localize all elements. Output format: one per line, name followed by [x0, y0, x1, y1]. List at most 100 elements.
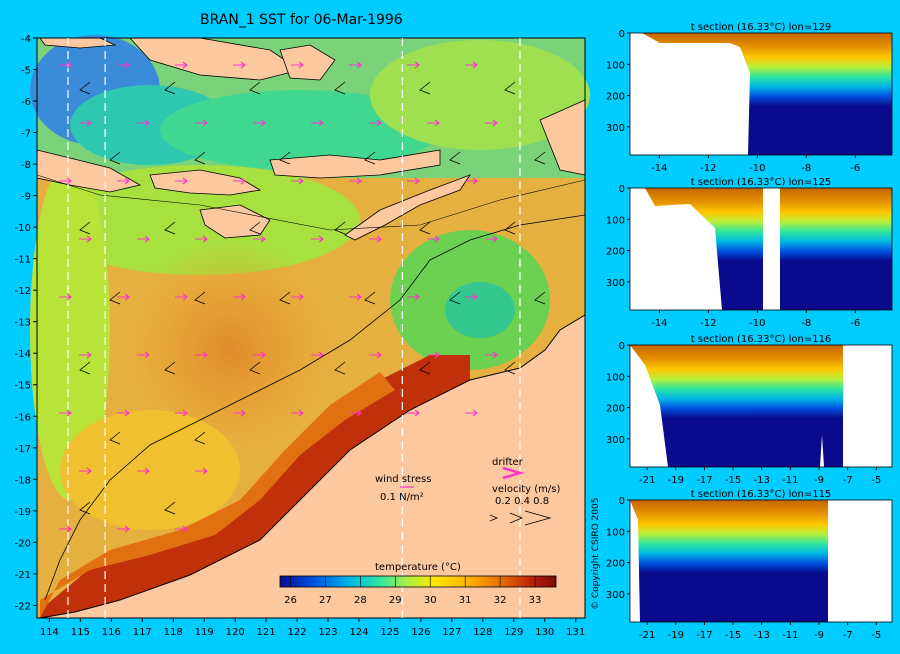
drift-arrow: [59, 409, 72, 417]
wind-arrow: [449, 151, 461, 165]
section-frame: [629, 344, 893, 468]
map-x-ticks: 114 115 116 117 118 119 120 121 122 123 124 125 126 1…: [40, 618, 585, 638]
section-y-tick-label: 200: [606, 559, 625, 570]
section-x-tick-label: -8: [801, 163, 811, 174]
drift-arrow: [79, 467, 92, 475]
wind-arrow: [279, 151, 291, 165]
map-x-tick-label: 129: [504, 627, 523, 638]
drift-arrow: [175, 525, 188, 533]
banda-sea-patch: [370, 40, 590, 150]
drift-arrow: [427, 119, 440, 127]
drift-arrow: [195, 235, 208, 243]
section-x-tick-label: -13: [754, 630, 770, 641]
section-x-tick-label: -14: [651, 163, 667, 174]
bali-lombok-sumbawa: [149, 169, 262, 196]
wind-arrow: [79, 221, 91, 235]
wind-arrow: [419, 81, 431, 95]
map-y-tick-label: -19: [15, 507, 31, 518]
map-title: BRAN_1 SST for 06-Mar-1996: [200, 12, 403, 28]
wind-arrow: [334, 361, 346, 375]
drift-arrow: [253, 235, 266, 243]
drifter-icon: [502, 466, 525, 480]
drift-arrow: [117, 525, 130, 533]
section-x-tick-label: -6: [850, 163, 860, 174]
section-y-tick-label: 100: [606, 372, 625, 383]
map-y-tick-label: -20: [15, 538, 31, 549]
section-x-tick-label: -11: [782, 475, 798, 486]
drift-arrow: [175, 409, 188, 417]
colorbar-gradient: [279, 575, 557, 588]
copyright-text: © Copyright CSIRO 2005: [591, 498, 601, 610]
drift-arrow: [407, 293, 420, 301]
drift-arrow: [485, 119, 498, 127]
colorbar-label: temperature (°C): [375, 562, 461, 573]
wind-arrow: [164, 81, 176, 95]
sst-map: 114 115 116 117 118 119 120 121 122 123 124 125 126 1…: [15, 34, 590, 638]
drift-arrow: [407, 61, 420, 69]
section-y-tick-label: 0: [619, 29, 625, 40]
section-lines: [67, 38, 521, 618]
map-y-tick-label: -6: [21, 97, 31, 108]
section-frame: [629, 187, 893, 311]
map-y-tick-label: -18: [15, 475, 31, 486]
section-y-tick-label: 200: [606, 404, 625, 415]
map-x-tick-label: 126: [411, 627, 430, 638]
drift-arrow: [59, 61, 72, 69]
section-x-tick-label: -5: [871, 630, 881, 641]
map-y-tick-label: -9: [21, 192, 31, 203]
green-band: [40, 165, 360, 275]
section-x-tick-label: -9: [814, 475, 824, 486]
section-x-tick-label: -9: [814, 630, 824, 641]
section-x-tick-label: -17: [696, 475, 712, 486]
section-x-tick-label: -15: [725, 475, 741, 486]
warm-coastal-band: [40, 372, 395, 618]
section-title: t section (16.33°C) lon=115: [691, 489, 832, 500]
map-legend: wind stress 0.1 N/m² drifter velocity (m…: [375, 457, 560, 526]
section-title: t section (16.33°C) lon=129: [691, 22, 832, 33]
colorbar-tick-label: 30: [424, 595, 437, 606]
wind-arrow: [504, 221, 516, 235]
sumba-island: [199, 204, 271, 239]
map-y-tick-label: -15: [15, 381, 31, 392]
wind-arrow: [334, 81, 346, 95]
warm-eddy: [120, 240, 340, 460]
drift-arrow: [465, 177, 478, 185]
section-x-tick-label: -21: [639, 630, 655, 641]
wind-arrow: [194, 291, 206, 305]
drift-arrow: [407, 177, 420, 185]
section-y-tick-label: 200: [606, 92, 625, 103]
section-y-tick-label: 100: [606, 215, 625, 226]
drift-arrow: [427, 351, 440, 359]
map-y-tick-label: -10: [15, 223, 31, 234]
north-contour: [36, 174, 586, 231]
section-x-tick-label: -10: [749, 163, 765, 174]
wind-arrow: [249, 81, 261, 95]
map-y-tick-label: -21: [15, 570, 31, 581]
section-title: t section (16.33°C) lon=116: [691, 334, 832, 345]
drift-arrow: [311, 235, 324, 243]
drift-arrow: [427, 235, 440, 243]
drift-arrow: [369, 119, 382, 127]
section-x-tick-label: -15: [725, 630, 741, 641]
drift-arrow: [291, 409, 304, 417]
wind-arrow: [534, 291, 546, 305]
drift-arrow: [349, 409, 362, 417]
section-frame: [629, 499, 893, 623]
wind-stress-label: wind stress: [375, 474, 431, 485]
drift-arrow: [137, 119, 150, 127]
section-y-tick-label: 0: [619, 496, 625, 507]
wind-arrow: [364, 291, 376, 305]
wind-arrow: [109, 291, 121, 305]
map-x-tick-label: 115: [71, 627, 90, 638]
section-x-tick-label: -14: [651, 318, 667, 329]
section-x-tick-label: -5: [871, 475, 881, 486]
map-frame: [36, 37, 586, 619]
drift-arrow: [291, 177, 304, 185]
velocity-label: velocity (m/s): [492, 484, 560, 495]
map-x-tick-label: 119: [195, 627, 214, 638]
drift-arrow: [465, 409, 478, 417]
map-x-tick-label: 124: [349, 627, 368, 638]
map-x-tick-label: 128: [473, 627, 492, 638]
wind-arrow: [504, 81, 516, 95]
